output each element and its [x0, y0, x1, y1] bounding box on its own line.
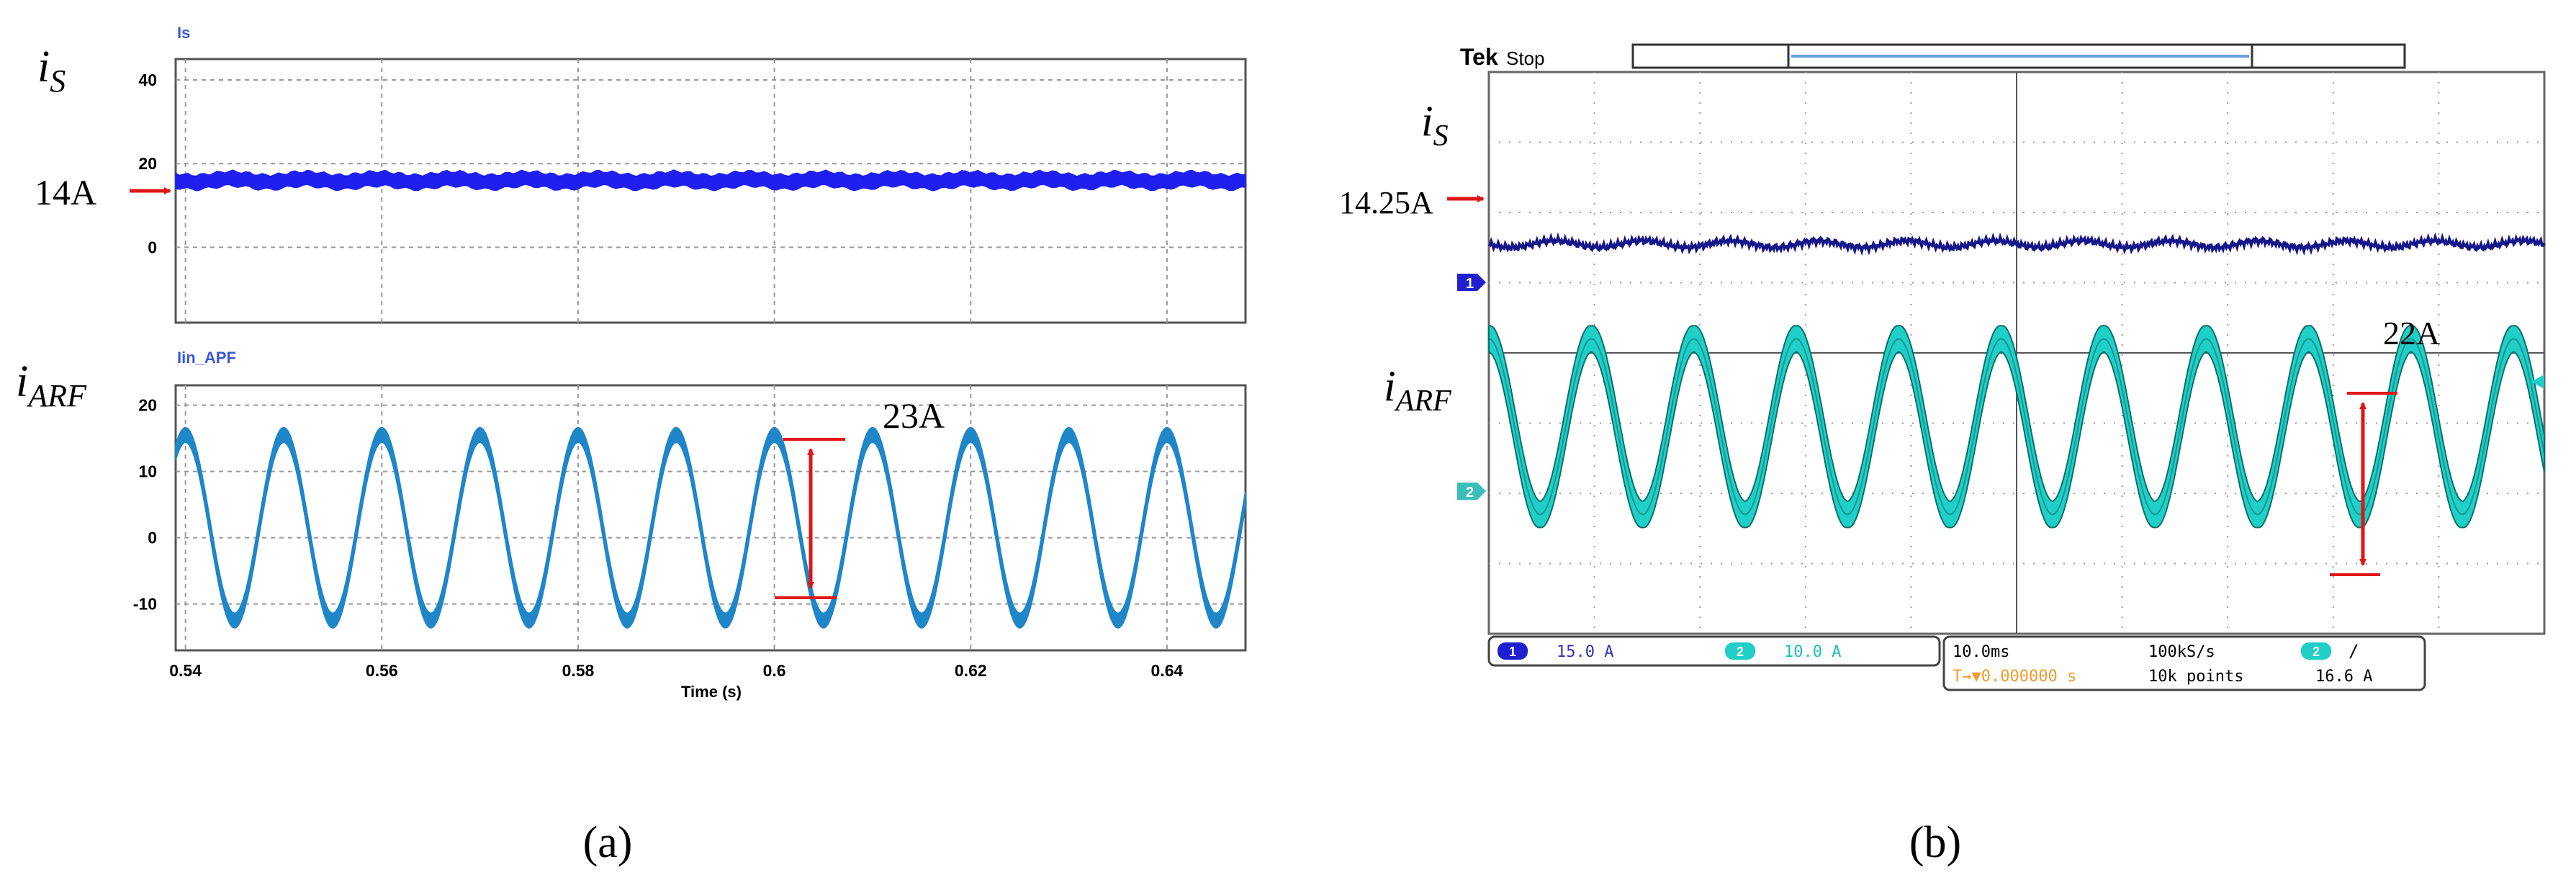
iarf-plot-xlabel: Time (s): [681, 683, 742, 701]
panel-b: Tek Stop T 1 2 iS 14.25A iARF 22A: [1339, 43, 2546, 867]
y-tick-label: 20: [138, 396, 157, 415]
is-series: [175, 169, 1246, 192]
panel-a-is-label: iS: [37, 42, 66, 99]
ch1-trace: [1487, 232, 2546, 256]
panel-b-is-label: iS: [1421, 97, 1449, 153]
trigger-level-marker: [2531, 375, 2544, 389]
record-length: 10k points: [2148, 668, 2243, 686]
ch2-scale: 10.0 A: [1784, 643, 1841, 661]
x-tick-label: 0.54: [169, 661, 202, 680]
iarf-series: [175, 426, 1246, 629]
iarf-plot: Iin_APF -10 0 10 20 0.54 0.56 0.58 0.6 0.62 0.64…: [133, 349, 1247, 701]
iarf-plot-xticks: 0.54 0.56 0.58 0.6 0.62 0.64: [169, 661, 1183, 680]
is-plot-frame: [174, 58, 1247, 324]
y-tick-label: -10: [133, 595, 157, 614]
trigger-position: T→▼0.000000 s: [1953, 668, 2076, 686]
scope-state: Stop: [1506, 48, 1545, 69]
ch2-waveform-core: [1488, 338, 2545, 516]
panel-b-pp-value: 22A: [2383, 315, 2440, 351]
iarf-trace: [175, 426, 1246, 629]
panel-b-label: (b): [1909, 818, 1961, 867]
is-trace: [175, 169, 1246, 192]
ch2-ground-marker: [1457, 483, 1486, 500]
x-tick-label: 0.64: [1151, 661, 1184, 680]
timebase: 10.0ms: [1953, 643, 2009, 661]
panel-b-pp-annotation: 22A: [2330, 315, 2440, 576]
is-plot: Is 0 20 40: [138, 24, 1247, 324]
ch1-badge: [1498, 642, 1528, 660]
panel-a: iS 14A iARF Is 0 20 40 Iin_APF -10 0 10 20 0.…: [16, 24, 1247, 867]
ch1-scale: 15.0 A: [1557, 643, 1613, 661]
ch1-badge-label: 1: [1509, 645, 1516, 659]
trigger-level: 16.6 A: [2315, 668, 2372, 686]
y-tick-label: 20: [138, 154, 157, 173]
panel-a-pp-annotation: 23A: [775, 395, 945, 599]
x-tick-label: 0.62: [955, 661, 987, 680]
scope-readout: 1 15.0 A 2 10.0 A 10.0ms 100kS/s T→▼0.00…: [1487, 635, 2426, 691]
is-plot-grid: [176, 59, 1246, 323]
y-tick-label: 0: [148, 238, 157, 256]
panel-a-pp-value: 23A: [883, 395, 945, 436]
x-tick-label: 0.58: [562, 661, 595, 680]
scope-graticule-grid: [1489, 72, 2544, 634]
ch2-badge: [1725, 642, 1755, 660]
panel-a-iarf-label: iARF: [16, 357, 87, 413]
sample-rate: 100kS/s: [2148, 643, 2215, 661]
x-tick-label: 0.56: [366, 661, 398, 680]
y-tick-label: 0: [148, 529, 157, 547]
ch1-waveform: [1487, 232, 2546, 256]
panel-b-iarf-label: iARF: [1384, 362, 1451, 418]
ch2-trace: [1488, 325, 2545, 529]
channel-scale-box: [1487, 635, 1941, 667]
scope-brand: Tek: [1460, 44, 1498, 70]
panel-a-label: (a): [583, 818, 633, 867]
y-tick-label: 10: [138, 462, 157, 481]
y-tick-label: 40: [138, 71, 157, 89]
ch2-badge-label: 2: [1737, 645, 1744, 659]
iarf-plot-yticks: -10 0 10 20: [133, 396, 157, 614]
x-tick-label: 0.6: [763, 661, 786, 680]
ch2-marker-label: 2: [1466, 485, 1474, 501]
ch1-ground-marker: [1457, 274, 1486, 291]
trigger-channel-badge: [2301, 642, 2331, 660]
ch2-waveform-band: [1488, 325, 2545, 529]
is-plot-yticks: 0 20 40: [138, 71, 157, 256]
trigger-slope: /: [2348, 641, 2359, 661]
ch1-marker-label: 1: [1466, 276, 1474, 292]
panel-b-is-value: 14.25A: [1339, 185, 1433, 220]
panel-a-is-value: 14A: [35, 172, 96, 212]
is-plot-title: Is: [177, 24, 190, 42]
trigger-channel-label: 2: [2312, 645, 2320, 659]
iarf-plot-title: Iin_APF: [177, 349, 236, 367]
